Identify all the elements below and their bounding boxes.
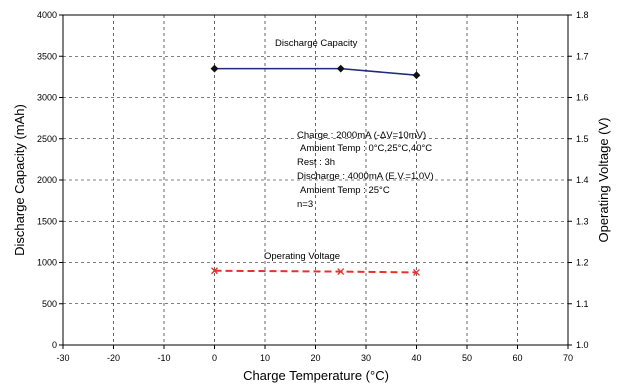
series-labels: Discharge Capacity Operating Voltage	[264, 38, 358, 262]
data-point-discharge-capacity	[412, 71, 421, 80]
x-tick-label: -30	[56, 353, 69, 363]
right-y-tick-label: 1.1	[576, 299, 589, 309]
x-tick-label: -10	[157, 353, 170, 363]
data-point-operating-voltage	[413, 268, 420, 276]
series-label-discharge-capacity: Discharge Capacity	[275, 38, 358, 49]
left-y-tick-label: 1000	[37, 258, 57, 268]
series-layer	[210, 64, 421, 276]
right-y-tick-label: 1.7	[576, 51, 589, 61]
x-tick-label: 30	[361, 353, 371, 363]
left-y-tick-label: 1500	[37, 216, 57, 226]
x-tick-label: 20	[310, 353, 320, 363]
right-y-tick-label: 1.8	[576, 10, 589, 20]
annotation-line: Rest : 3h	[297, 157, 335, 168]
x-tick-label: 50	[462, 353, 472, 363]
x-tick-label: 40	[411, 353, 421, 363]
x-tick-label: -20	[107, 353, 120, 363]
left-y-tick-label: 0	[52, 340, 57, 350]
annotation-line: Ambient Temp : 0°C,25°C,40°C	[300, 143, 432, 154]
data-point-operating-voltage	[337, 268, 345, 276]
annotation-line: Discharge : 4000mA (E.V.=1.0V)	[297, 171, 434, 182]
x-tick-label: 60	[512, 353, 522, 363]
x-tick-label: 10	[260, 353, 270, 363]
right-y-tick-labels: 1.0 1.1 1.2 1.3 1.4 1.5 1.6 1.7 1.8	[576, 10, 589, 350]
right-y-tick-label: 1.4	[576, 175, 589, 185]
x-tick-label: 70	[563, 353, 573, 363]
data-point-marker-stroke	[211, 267, 218, 275]
data-point-marker-stroke	[413, 268, 420, 276]
left-y-tick-label: 2500	[37, 134, 57, 144]
plot-area	[62, 14, 569, 346]
left-y-tick-label: 3500	[37, 51, 57, 61]
right-y-tick-label: 1.2	[576, 258, 589, 268]
x-tick-label: 0	[212, 353, 217, 363]
annotation-line: Charge : 2000mA (-ΔV=10mV)	[297, 130, 426, 141]
left-y-tick-labels: 0 500 1000 1500 2000 2500 3000 3500 4000	[37, 10, 57, 350]
annotation-line: n=3	[297, 199, 313, 210]
left-y-tick-label: 3000	[37, 93, 57, 103]
x-axis-title: Charge Temperature (°C)	[243, 368, 389, 383]
left-y-tick-label: 4000	[37, 10, 57, 20]
series-label-operating-voltage: Operating Voltage	[264, 251, 340, 262]
left-y-axis-title: Discharge Capacity (mAh)	[12, 104, 27, 256]
right-y-tick-label: 1.0	[576, 340, 589, 350]
left-y-tick-label: 500	[42, 299, 57, 309]
data-point-operating-voltage	[211, 267, 218, 275]
test-conditions-annotation: Charge : 2000mA (-ΔV=10mV) Ambient Temp …	[297, 130, 434, 210]
series-line-operating-voltage	[214, 269, 417, 274]
right-y-tick-label: 1.3	[576, 216, 589, 226]
grid	[59, 14, 572, 349]
right-y-axis-title: Operating Voltage (V)	[596, 117, 611, 242]
annotation-line: Ambient Temp : 25°C	[300, 185, 390, 196]
right-y-tick-label: 1.5	[576, 134, 589, 144]
right-y-tick-label: 1.6	[576, 93, 589, 103]
x-tick-labels: -30 -20 -10 0 10 20 30 40 50 60 70	[56, 353, 573, 363]
data-point-discharge-capacity	[210, 64, 219, 73]
data-point-marker-stroke	[337, 268, 345, 276]
data-point-discharge-capacity	[336, 64, 345, 73]
left-y-tick-label: 2000	[37, 175, 57, 185]
